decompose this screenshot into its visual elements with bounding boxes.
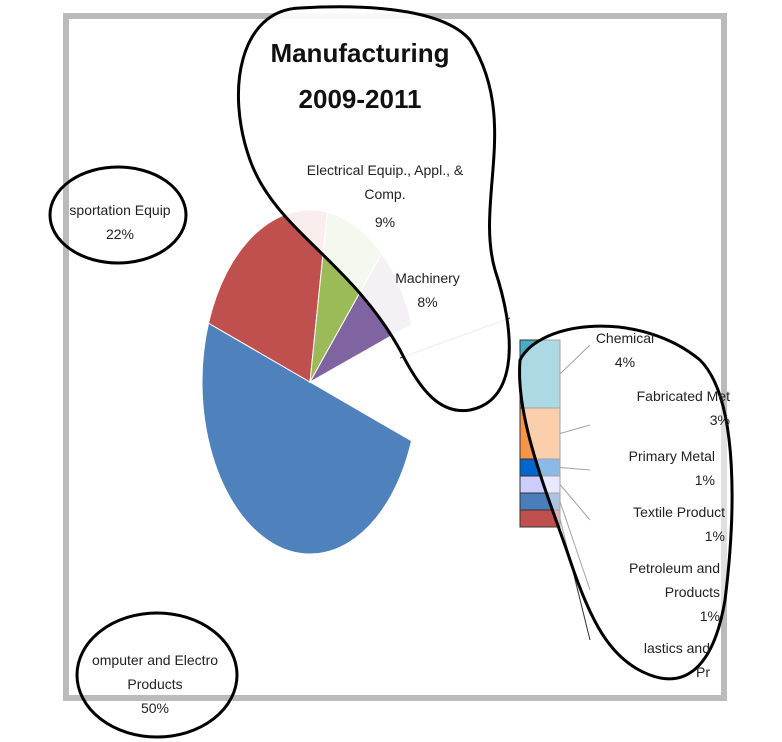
slice-label: Machinery (395, 270, 460, 286)
slice-label: sportation Equip (69, 202, 171, 218)
bar-label: Fabricated Met (636, 388, 730, 404)
slice-value: 9% (374, 214, 396, 230)
bar-label: lastics and Pr (643, 640, 710, 680)
callout (48, 165, 188, 265)
slice-value: 50% (140, 700, 170, 716)
slice-value: 8% (417, 294, 438, 310)
slice-label: omputer and Electro Products (91, 652, 219, 692)
bar-value: 1% (699, 608, 720, 624)
slice-value: 22% (105, 226, 135, 242)
bar-value: 1% (694, 472, 715, 488)
callout (518, 324, 734, 681)
pie-slice (201, 322, 413, 555)
bar-value: 1% (704, 528, 725, 544)
slice-label: Electrical Equip., Appl., & Comp. (306, 162, 464, 202)
callout (75, 611, 239, 739)
callout (237, 5, 511, 413)
bar-label: Primary Metal (628, 448, 715, 464)
bar-value: 4% (614, 354, 636, 370)
bar-label: Chemical (595, 330, 655, 346)
bar-label: Petroleum and Products (628, 560, 720, 600)
chart-title: Manufacturing 2009-2011 (270, 38, 450, 114)
bar-value: 3% (709, 412, 730, 428)
bar-label: Textile Product (633, 504, 725, 520)
